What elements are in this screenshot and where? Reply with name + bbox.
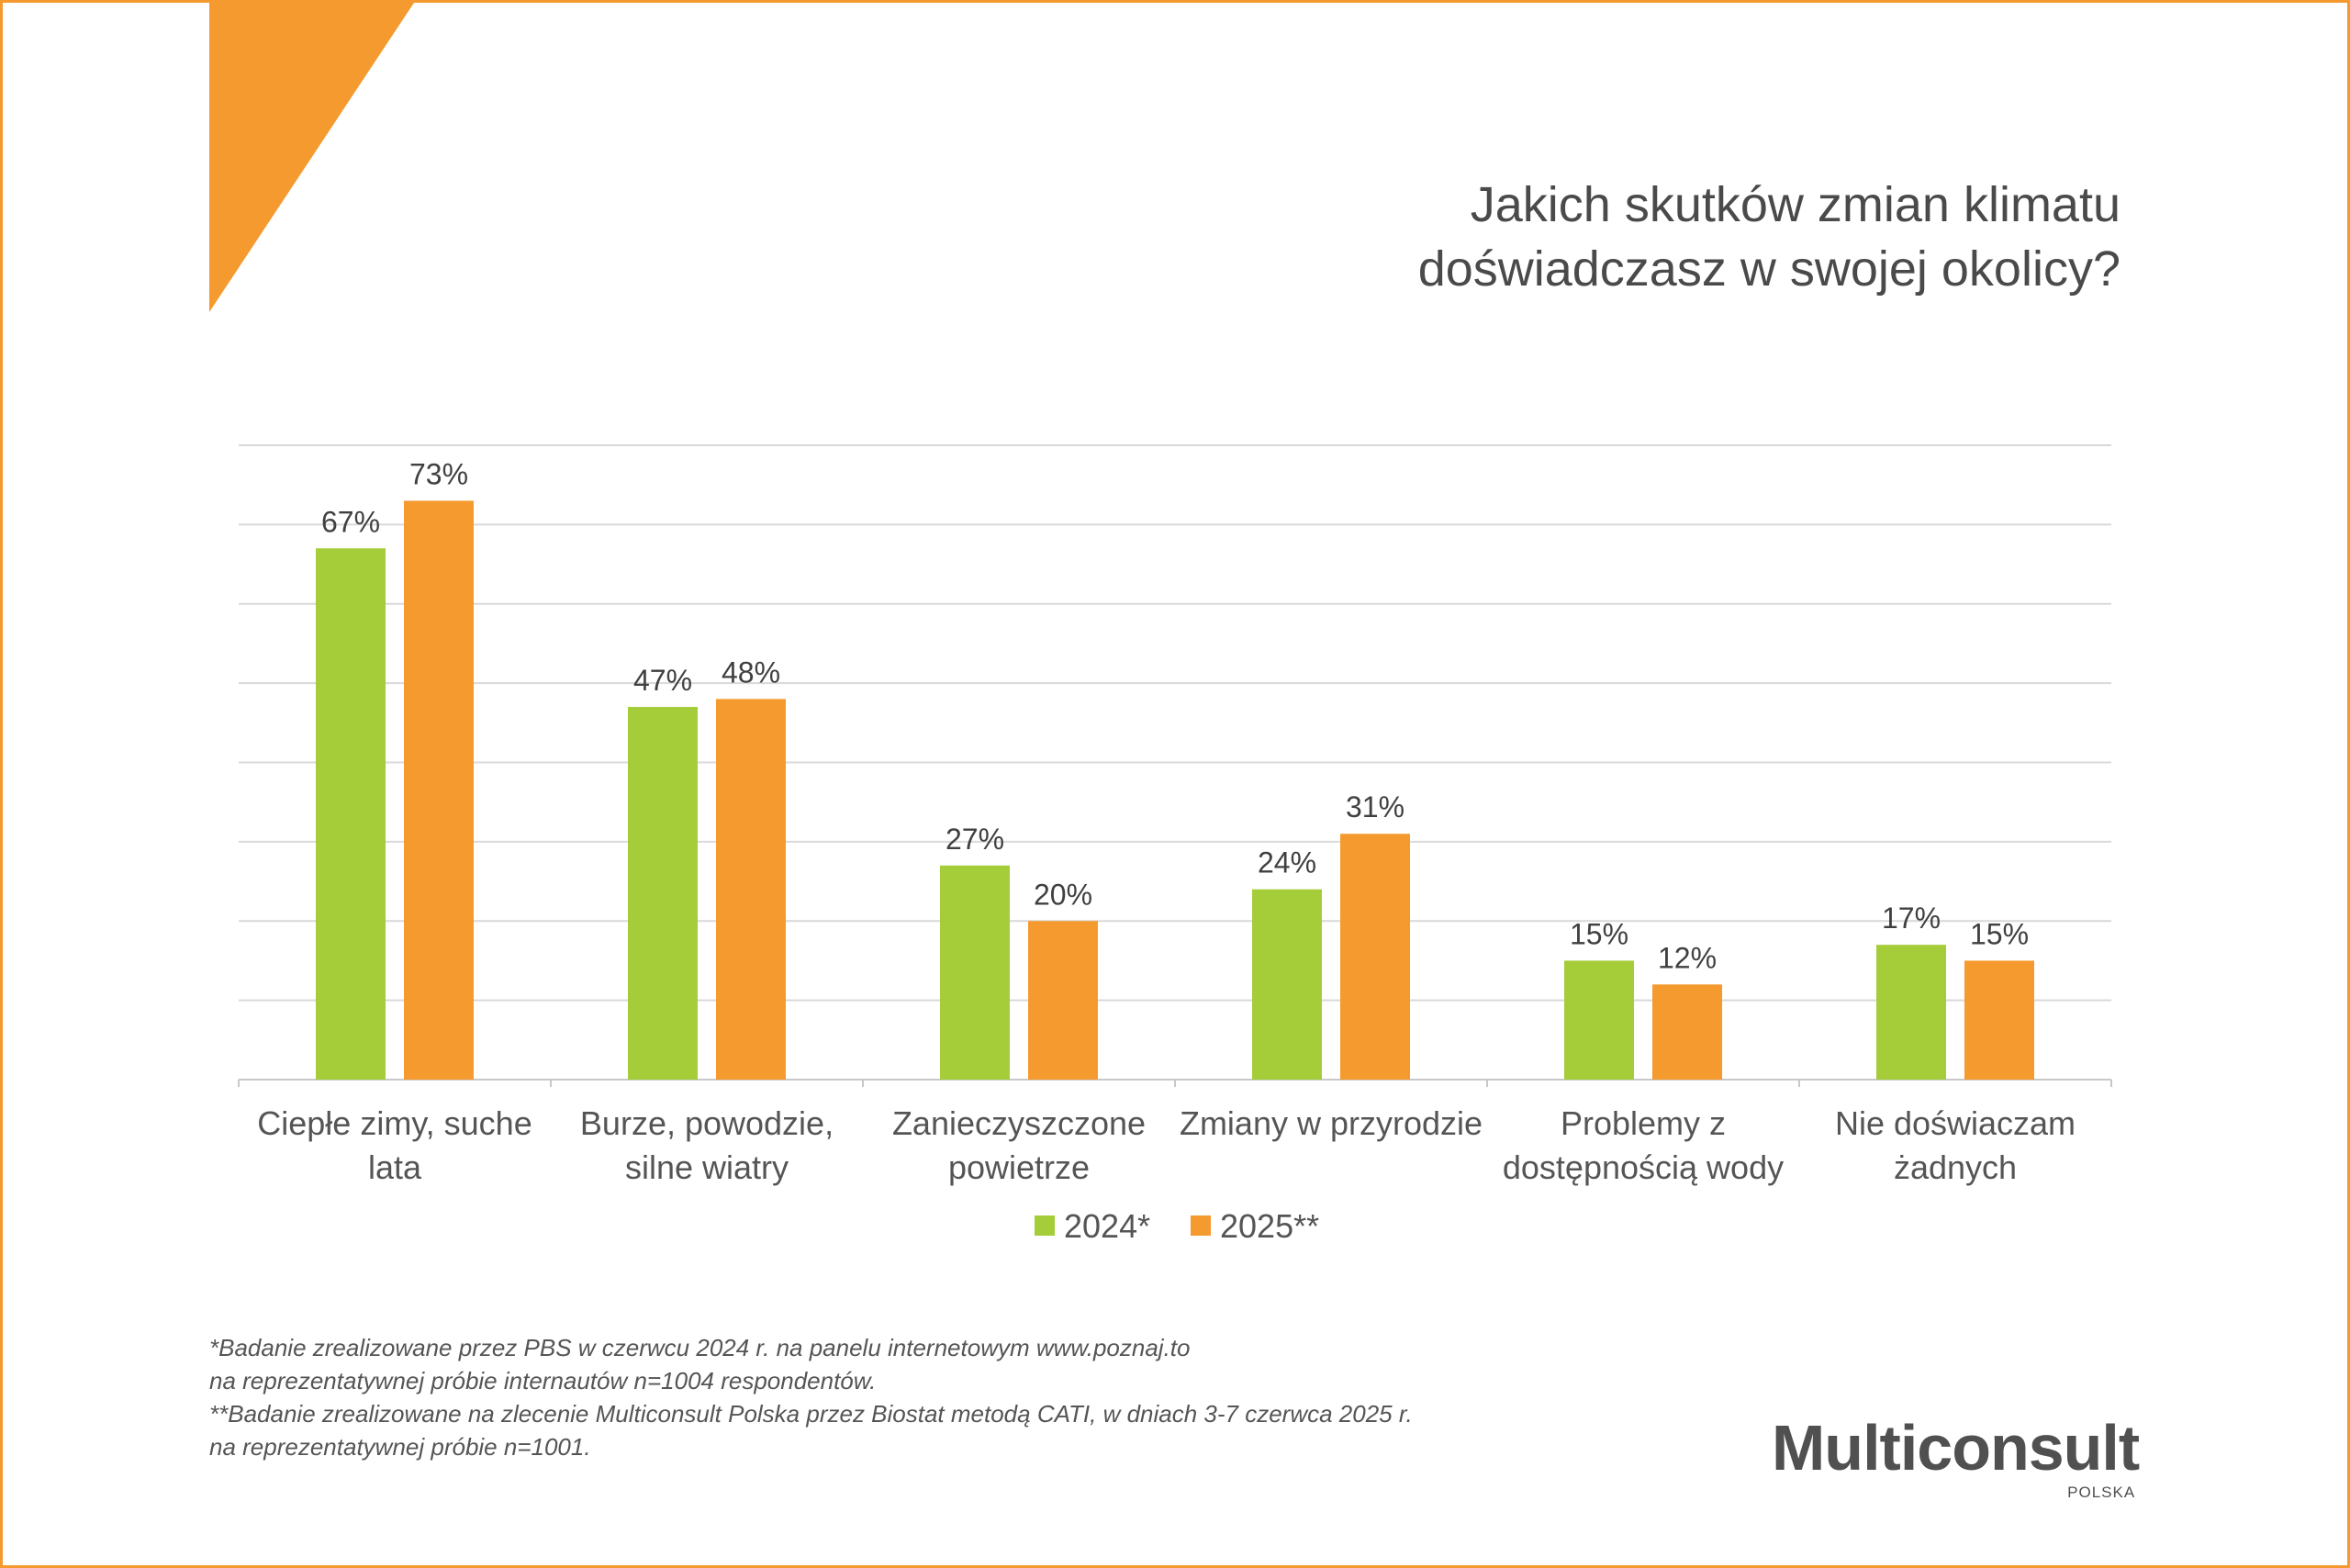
bar-chart: 67% 73% Ciepłe zimy, suche lata 47% 48% Burze,… [238,444,2112,1245]
data-label: 15% [1970,917,2029,950]
data-label: 27% [946,823,1004,856]
footnote-line: na reprezentatywnej próbie n=1001. [209,1433,591,1461]
data-label: 24% [1258,846,1316,879]
bar-2024 [628,707,698,1080]
category-label: żadnych [1894,1148,2017,1186]
title-line-2: doświadczasz w swojej okolicy? [1417,241,2121,297]
multiconsult-logo: Multiconsult POLSKA [1772,1412,2140,1502]
bar-2024 [1564,960,1634,1080]
footnote-line: **Badanie zrealizowane na zlecenie Multi… [209,1400,1413,1428]
category-label: dostępnością wody [1503,1148,1784,1186]
chart-title: Jakich skutków zmian klimatu doświadczas… [1418,173,2121,301]
bar-2025 [716,699,786,1080]
legend-swatch [1035,1215,1055,1236]
data-label: 31% [1346,790,1404,823]
category-label: silne wiatry [625,1148,789,1186]
bar-2024 [940,865,1010,1080]
category-label: powietrze [948,1148,1090,1186]
bar-2024 [1252,889,1322,1080]
corner-triangle [209,0,416,312]
bar-2025 [1964,960,2034,1080]
legend-swatch [1191,1215,1211,1236]
bar-2025 [1652,984,1722,1080]
data-label: 17% [1882,902,1941,935]
data-label: 12% [1658,941,1717,974]
data-label: 67% [321,505,380,538]
data-label: 73% [409,457,468,490]
title-line-1: Jakich skutków zmian klimatu [1470,177,2121,232]
category-label: Nie doświaczam [1835,1104,2076,1142]
bar-2025 [404,500,474,1080]
category-label: lata [368,1148,422,1186]
logo-sub: POLSKA [2067,1484,2136,1501]
legend-label: 2024* [1064,1207,1150,1245]
bar-2025 [1028,921,1098,1080]
category-label: Zmiany w przyrodzie [1180,1104,1483,1142]
data-label: 15% [1570,917,1628,950]
data-label: 48% [722,655,780,689]
logo-name: Multiconsult [1772,1412,2140,1484]
category-label: Ciepłe zimy, suche [257,1104,532,1142]
category-label: Problemy z [1561,1104,1726,1142]
footnotes: *Badanie zrealizowane przez PBS w czerwc… [209,1331,1413,1463]
footnote-line: *Badanie zrealizowane przez PBS w czerwc… [209,1334,1191,1361]
category-label: Burze, powodzie, [580,1104,834,1142]
legend-label: 2025** [1220,1207,1319,1245]
data-label: 20% [1034,878,1092,911]
bar-2024 [1876,945,1946,1080]
bar-2025 [1340,834,1410,1080]
bar-2024 [316,548,386,1080]
data-label: 47% [633,664,692,697]
category-label: Zanieczyszczone [892,1104,1146,1142]
footnote-line: na reprezentatywnej próbie internautów n… [209,1367,877,1394]
